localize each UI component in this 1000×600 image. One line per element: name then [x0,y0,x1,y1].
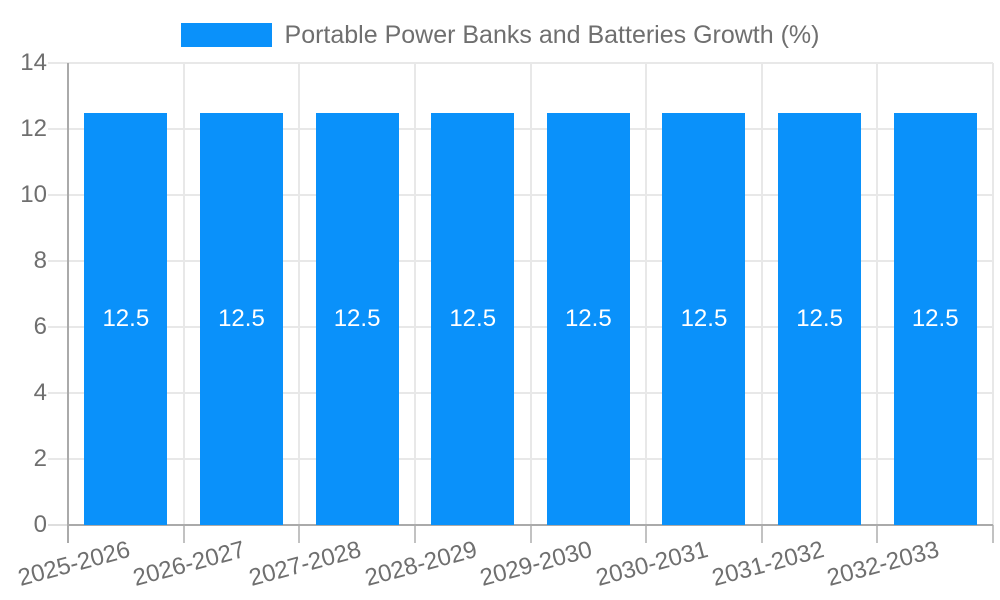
bar[interactable] [662,112,746,525]
y-tick-label: 8 [33,247,47,274]
x-tick-mark [992,525,994,543]
bar[interactable] [893,112,977,525]
x-axis-line [68,524,993,526]
legend-label: Portable Power Banks and Batteries Growt… [284,20,820,49]
y-tick-label: 10 [20,181,47,208]
x-gridline [529,63,532,525]
bar[interactable] [199,112,283,525]
x-gridline [298,63,301,525]
x-tick-mark [760,525,763,543]
x-tick-mark [413,525,416,543]
y-tick-mark [48,524,68,526]
x-tick-mark [529,525,532,543]
y-tick-label: 4 [33,379,47,406]
y-gridline [48,194,993,196]
bar[interactable] [315,112,399,525]
x-tick-mark [298,525,301,543]
y-gridline [48,458,993,460]
bar-value-label: 12.5 [680,304,728,332]
y-gridline [48,260,993,262]
y-gridline [48,128,993,130]
x-tick-mark [876,525,879,543]
bar-value-label: 12.5 [796,304,843,332]
x-tick-mark [645,525,648,543]
x-gridline [992,63,994,525]
x-gridline [760,63,763,525]
bar-value-label: 12.5 [449,304,497,332]
legend-swatch [180,23,272,47]
legend-item[interactable]: Portable Power Banks and Batteries Growt… [0,18,1000,52]
x-gridline [413,63,416,525]
x-tick-mark [182,525,185,543]
bar-value-label: 12.5 [911,304,959,332]
bar-value-label: 12.5 [564,304,612,332]
y-axis-line [67,63,69,543]
bar-value-label: 12.5 [102,304,150,332]
bar-value-label: 12.5 [218,304,265,332]
y-tick-label: 2 [33,445,47,472]
bar[interactable] [778,112,862,525]
y-gridline [48,392,993,394]
y-gridline [48,326,993,328]
x-gridline [645,63,648,525]
bar-value-label: 12.5 [333,304,381,332]
x-gridline [182,63,185,525]
y-tick-label: 12 [20,115,47,142]
y-tick-label: 14 [20,49,47,76]
bar[interactable] [546,112,630,525]
y-tick-label: 0 [33,511,47,538]
y-tick-label: 6 [33,313,47,340]
x-gridline [876,63,879,525]
bar[interactable] [431,112,515,525]
bar[interactable] [84,112,168,525]
y-gridline [48,62,993,64]
